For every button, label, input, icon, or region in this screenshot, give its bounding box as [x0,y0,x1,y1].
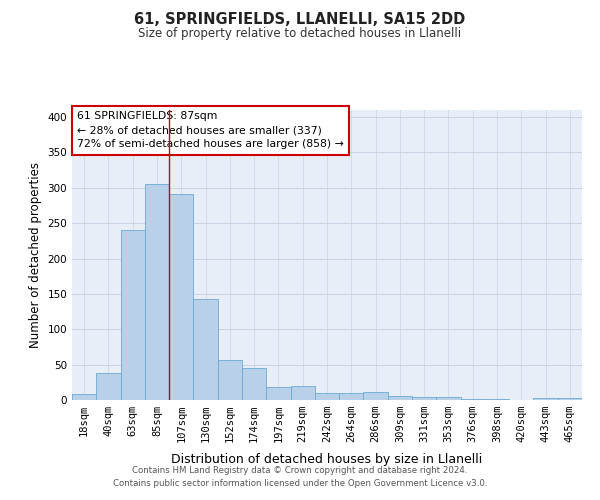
Text: Contains HM Land Registry data © Crown copyright and database right 2024.
Contai: Contains HM Land Registry data © Crown c… [113,466,487,487]
Bar [145,184,169,400]
Bar [242,368,266,400]
Bar [169,194,193,400]
Bar [290,386,315,400]
Bar [461,398,485,400]
Bar [412,397,436,400]
Bar [364,392,388,400]
Bar [218,360,242,400]
X-axis label: Distribution of detached houses by size in Llanelli: Distribution of detached houses by size … [172,454,482,466]
Bar [315,393,339,400]
Bar [533,398,558,400]
Y-axis label: Number of detached properties: Number of detached properties [29,162,42,348]
Bar [485,398,509,400]
Bar [558,398,582,400]
Text: Size of property relative to detached houses in Llanelli: Size of property relative to detached ho… [139,28,461,40]
Bar [121,230,145,400]
Text: 61, SPRINGFIELDS, LLANELLI, SA15 2DD: 61, SPRINGFIELDS, LLANELLI, SA15 2DD [134,12,466,28]
Bar [436,397,461,400]
Bar [339,393,364,400]
Bar [388,396,412,400]
Bar [193,299,218,400]
Text: 61 SPRINGFIELDS: 87sqm
← 28% of detached houses are smaller (337)
72% of semi-de: 61 SPRINGFIELDS: 87sqm ← 28% of detached… [77,112,344,150]
Bar [266,386,290,400]
Bar [72,394,96,400]
Bar [96,373,121,400]
